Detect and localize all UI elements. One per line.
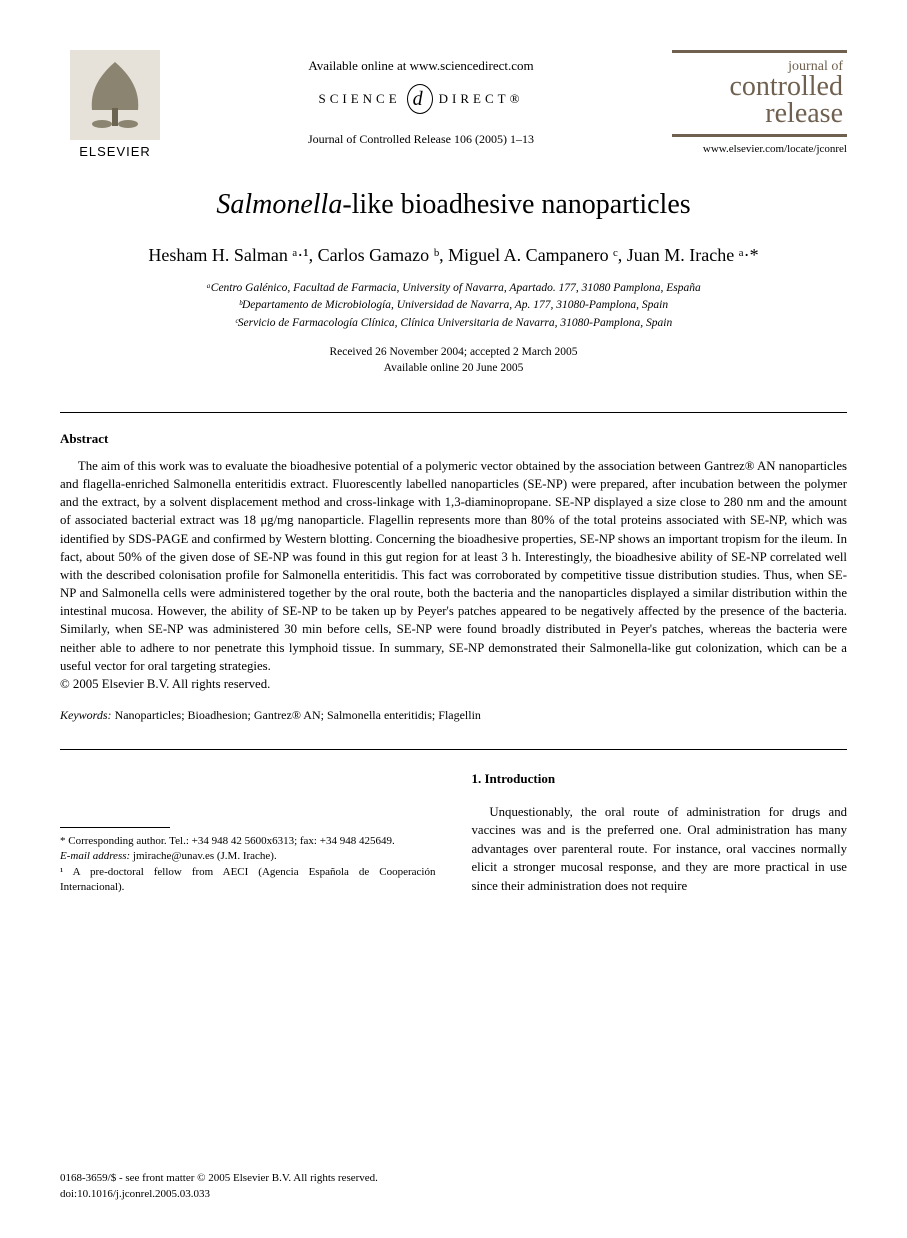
predoc-footnote: ¹ A pre-doctoral fellow from AECI (Agenc… — [60, 865, 436, 896]
footer-doi: doi:10.1016/j.jconrel.2005.03.033 — [60, 1187, 378, 1202]
email-label: E-mail address: — [60, 850, 130, 862]
journal-line2: controlled — [676, 74, 843, 101]
affiliations: ᵃCentro Galénico, Facultad de Farmacia, … — [60, 280, 847, 332]
received-date: Received 26 November 2004; accepted 2 Ma… — [60, 344, 847, 360]
article-dates: Received 26 November 2004; accepted 2 Ma… — [60, 344, 847, 376]
email-line: E-mail address: jmirache@unav.es (J.M. I… — [60, 849, 436, 864]
available-online-text: Available online at www.sciencedirect.co… — [170, 58, 672, 74]
footnotes: * Corresponding author. Tel.: +34 948 42… — [60, 834, 436, 896]
keywords-line: Keywords: Nanoparticles; Bioadhesion; Ga… — [60, 708, 847, 723]
copyright-line: © 2005 Elsevier B.V. All rights reserved… — [60, 677, 847, 692]
affiliation-b: ᵇDepartamento de Microbiología, Universi… — [60, 297, 847, 314]
sciencedirect-logo: SCIENCE d DIRECT® — [319, 84, 524, 114]
online-date: Available online 20 June 2005 — [60, 360, 847, 376]
email-address: jmirache@unav.es (J.M. Irache). — [130, 850, 277, 862]
right-column: 1. Introduction Unquestionably, the oral… — [472, 770, 848, 896]
divider-top — [60, 412, 847, 413]
elsevier-tree-icon — [70, 50, 160, 140]
abstract-body: The aim of this work was to evaluate the… — [60, 457, 847, 675]
sd-right: DIRECT® — [439, 91, 524, 107]
footnote-rule — [60, 827, 170, 828]
journal-url: www.elsevier.com/locate/jconrel — [672, 143, 847, 155]
two-column-region: * Corresponding author. Tel.: +34 948 42… — [60, 770, 847, 896]
affiliation-c: ᶜServicio de Farmacología Clínica, Clíni… — [60, 315, 847, 332]
citation-line: Journal of Controlled Release 106 (2005)… — [170, 132, 672, 147]
introduction-body: Unquestionably, the oral route of admini… — [472, 803, 848, 896]
center-header: Available online at www.sciencedirect.co… — [170, 50, 672, 147]
sd-d-icon: d — [407, 84, 433, 114]
corresponding-author: * Corresponding author. Tel.: +34 948 42… — [60, 834, 436, 849]
keywords-text: Nanoparticles; Bioadhesion; Gantrez® AN;… — [112, 708, 481, 722]
publisher-block: ELSEVIER — [60, 50, 170, 159]
journal-line3: release — [676, 101, 843, 128]
introduction-heading: 1. Introduction — [472, 770, 848, 789]
publisher-name: ELSEVIER — [60, 144, 170, 159]
keywords-label: Keywords: — [60, 708, 112, 722]
abstract-heading: Abstract — [60, 431, 847, 447]
divider-bottom — [60, 749, 847, 750]
journal-block: journal of controlled release www.elsevi… — [672, 50, 847, 155]
title-rest: -like bioadhesive nanoparticles — [342, 189, 690, 220]
left-column: * Corresponding author. Tel.: +34 948 42… — [60, 770, 436, 896]
affiliation-a: ᵃCentro Galénico, Facultad de Farmacia, … — [60, 280, 847, 297]
authors-line: Hesham H. Salman ᵃ·¹, Carlos Gamazo ᵇ, M… — [60, 245, 847, 266]
page-footer: 0168-3659/$ - see front matter © 2005 El… — [60, 1171, 378, 1202]
header-row: ELSEVIER Available online at www.science… — [60, 50, 847, 159]
sd-left: SCIENCE — [319, 91, 401, 107]
footer-line1: 0168-3659/$ - see front matter © 2005 El… — [60, 1171, 378, 1186]
article-title: Salmonella-like bioadhesive nanoparticle… — [60, 189, 847, 221]
title-italic: Salmonella — [216, 189, 342, 220]
journal-title-box: journal of controlled release — [672, 50, 847, 137]
